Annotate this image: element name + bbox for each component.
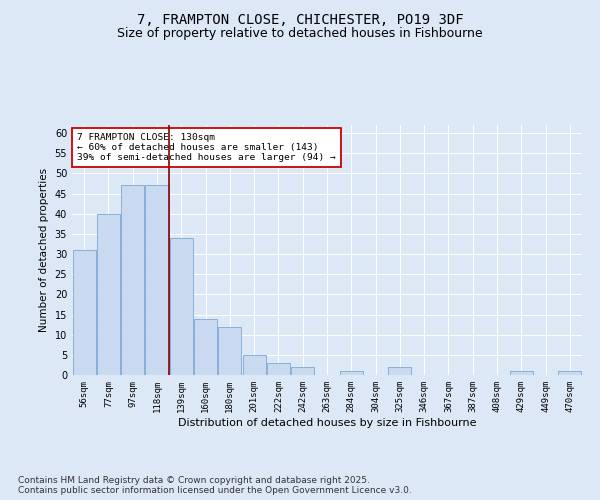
Text: 7 FRAMPTON CLOSE: 130sqm
← 60% of detached houses are smaller (143)
39% of semi-: 7 FRAMPTON CLOSE: 130sqm ← 60% of detach… [77,132,336,162]
Bar [388,367,412,375]
Bar [121,186,144,375]
Bar [218,326,241,375]
Y-axis label: Number of detached properties: Number of detached properties [39,168,49,332]
Bar [267,363,290,375]
Text: Size of property relative to detached houses in Fishbourne: Size of property relative to detached ho… [117,28,483,40]
Bar [242,355,266,375]
Bar [340,371,363,375]
Bar [559,371,581,375]
Bar [194,318,217,375]
Text: 7, FRAMPTON CLOSE, CHICHESTER, PO19 3DF: 7, FRAMPTON CLOSE, CHICHESTER, PO19 3DF [137,12,463,26]
Text: Contains HM Land Registry data © Crown copyright and database right 2025.
Contai: Contains HM Land Registry data © Crown c… [18,476,412,495]
Bar [145,186,169,375]
Bar [97,214,120,375]
Bar [73,250,95,375]
Bar [170,238,193,375]
X-axis label: Distribution of detached houses by size in Fishbourne: Distribution of detached houses by size … [178,418,476,428]
Bar [510,371,533,375]
Bar [291,367,314,375]
